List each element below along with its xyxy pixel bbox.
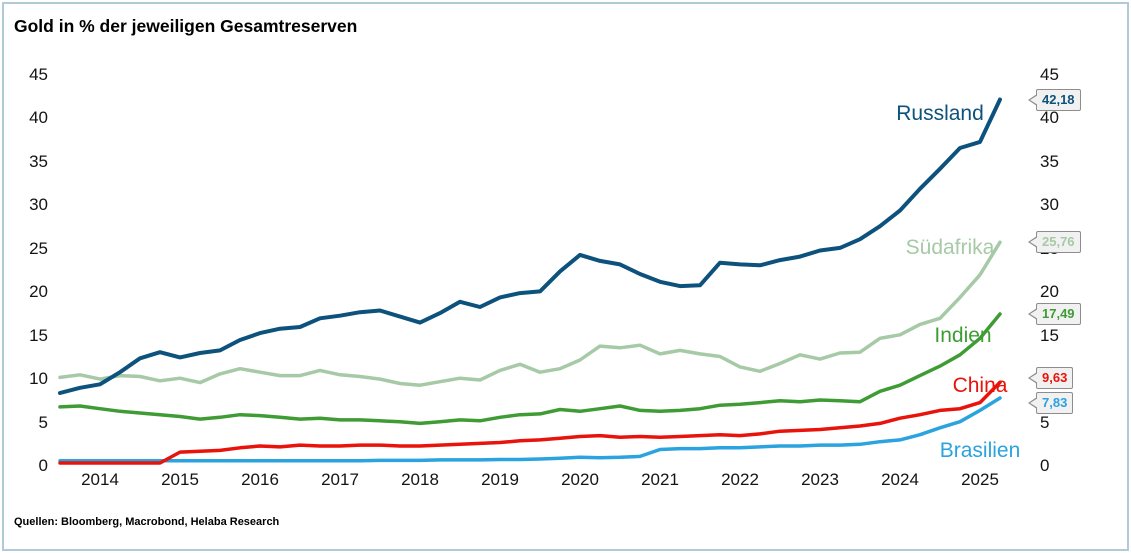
value-flag-brasilien: 7,83 xyxy=(1036,391,1074,414)
x-tick-2019: 2019 xyxy=(481,470,519,489)
y-tick-right-15: 15 xyxy=(1040,325,1059,345)
y-tick-right-20: 20 xyxy=(1040,282,1059,302)
series-line-brasilien xyxy=(58,396,1002,463)
chart-title: Gold in % der jeweiligen Gesamtreserven xyxy=(14,16,358,36)
x-tick-2018: 2018 xyxy=(401,470,439,489)
value-flag-suedafrika: 25,76 xyxy=(1036,231,1081,254)
y-tick-right-0: 0 xyxy=(1040,456,1050,475)
y-tick-left-40: 40 xyxy=(29,108,48,128)
x-tick-2023: 2023 xyxy=(801,470,839,489)
x-tick-2014: 2014 xyxy=(81,470,119,489)
y-tick-right-45: 45 xyxy=(1040,65,1059,84)
y-tick-left-30: 30 xyxy=(29,195,48,215)
series-line-indien xyxy=(58,312,1002,426)
value-flag-indien: 17,49 xyxy=(1036,303,1081,326)
x-tick-2020: 2020 xyxy=(561,470,599,489)
value-flag-china: 9,63 xyxy=(1036,367,1074,390)
series-line-china xyxy=(58,380,1002,465)
series-label-indien: Indien xyxy=(934,324,992,347)
y-tick-left-25: 25 xyxy=(29,238,48,258)
series-label-brasilien: Brasilien xyxy=(939,439,1021,462)
x-tick-2017: 2017 xyxy=(321,470,359,489)
x-tick-2016: 2016 xyxy=(241,470,279,489)
y-tick-left-45: 45 xyxy=(29,65,48,84)
x-tick-2015: 2015 xyxy=(161,470,199,489)
y-tick-right-40: 40 xyxy=(1040,108,1059,128)
y-tick-right-35: 35 xyxy=(1040,151,1059,171)
series-line-russland xyxy=(58,97,1002,395)
series-line-suedafrika xyxy=(58,240,1002,387)
x-tick-2025: 2025 xyxy=(961,470,999,489)
series-label-suedafrika: Südafrika xyxy=(905,236,995,259)
y-tick-left-0: 0 xyxy=(38,456,48,475)
y-tick-right-30: 30 xyxy=(1040,195,1059,215)
x-tick-2024: 2024 xyxy=(881,470,919,489)
x-tick-2022: 2022 xyxy=(721,470,759,489)
source-text: Quellen: Bloomberg, Macrobond, Helaba Re… xyxy=(14,516,280,528)
series-label-russland: Russland xyxy=(896,102,984,125)
series-label-china: China xyxy=(952,374,1008,397)
y-tick-left-5: 5 xyxy=(38,412,48,432)
y-tick-left-15: 15 xyxy=(29,325,48,345)
value-flag-russland: 42,18 xyxy=(1036,88,1081,111)
x-tick-2021: 2021 xyxy=(641,470,679,489)
y-tick-right-5: 5 xyxy=(1040,412,1050,432)
y-tick-left-35: 35 xyxy=(29,151,48,171)
y-tick-left-20: 20 xyxy=(29,282,48,302)
y-tick-left-10: 10 xyxy=(29,369,48,389)
